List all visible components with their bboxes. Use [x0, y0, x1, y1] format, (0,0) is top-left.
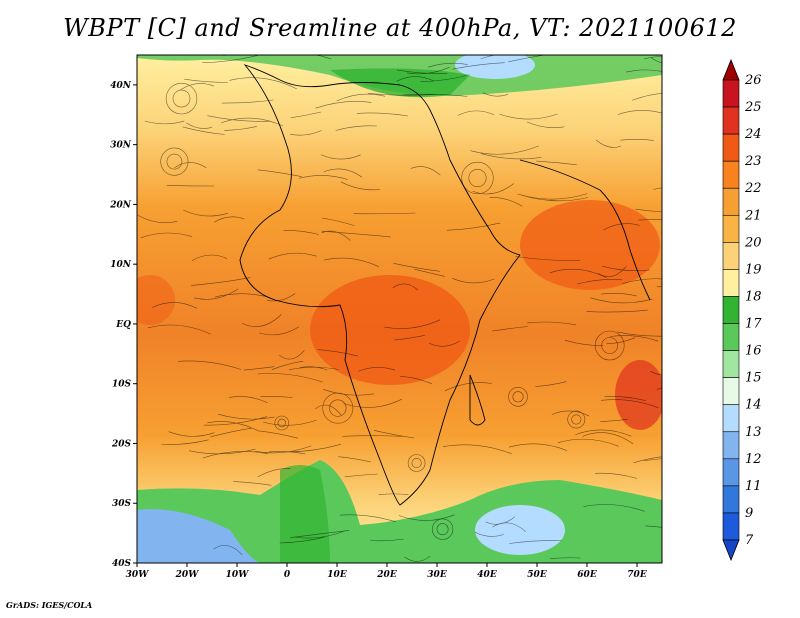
colorbar-label: 24: [744, 127, 762, 142]
lon-tick-label: 70E: [627, 570, 647, 580]
colorbar-segment: [722, 269, 740, 297]
colorbar-segment: [722, 512, 740, 541]
colorbar-segment: [722, 160, 740, 189]
colorbar-label: 18: [745, 289, 762, 304]
lon-tick-label: 10E: [327, 570, 347, 580]
lat-tick-label: 10N: [110, 260, 132, 270]
longitude-axis: 30W 20W 10W 0 10E 20E 30E 40E 50E 60E 70E: [126, 563, 647, 580]
colorbar-segment: [722, 79, 740, 108]
colorbar-segment: [722, 404, 740, 433]
colorbar-label: 15: [745, 371, 762, 386]
plot-frame: [136, 54, 663, 564]
colorbar-label: 22: [744, 181, 762, 196]
lat-tick-label: 30N: [110, 141, 132, 151]
colorbar: 26 25 24 23 22 21 20 19 18 17 16 15 14 13 12 11 9 7: [722, 58, 762, 562]
lon-tick-label: 50E: [527, 570, 547, 580]
colorbar-label: 25: [744, 100, 762, 115]
colorbar-segment: [722, 323, 740, 351]
lat-tick-label: 40N: [110, 81, 132, 91]
colorbar-segment: [722, 214, 740, 243]
colorbar-segment: [722, 187, 740, 216]
map-field: [137, 55, 662, 563]
colorbar-label: 17: [745, 317, 762, 332]
colorbar-label: 11: [745, 479, 762, 494]
colorbar-segment: [722, 377, 740, 406]
colorbar-label: 21: [744, 208, 762, 223]
lat-tick-label: 20N: [109, 200, 132, 210]
streamlines: [137, 55, 662, 562]
colorbar-label: 26: [744, 73, 762, 88]
colorbar-label: 7: [745, 533, 754, 548]
lon-tick-label: 40E: [477, 570, 497, 580]
lon-tick-label: 20W: [175, 570, 200, 580]
colorbar-segment: [722, 485, 740, 514]
lat-tick-label: EQ: [115, 320, 131, 330]
lon-tick-label: 30E: [427, 570, 447, 580]
colorbar-label: 12: [745, 452, 762, 467]
colorbar-label: 23: [744, 154, 762, 169]
lat-tick-label: 40S: [112, 559, 132, 569]
colorbar-segment: [722, 242, 740, 270]
colorbar-label: 16: [745, 344, 762, 359]
colorbar-label: 14: [745, 398, 762, 413]
lat-tick-label: 10S: [112, 380, 132, 390]
colorbar-segment: [722, 458, 740, 487]
latitude-axis: 40N 30N 20N 10N EQ 10S 20S 30S 40S: [109, 81, 137, 569]
lon-tick-label: 30W: [126, 570, 150, 580]
credit-text: GrADS: IGES/COLA: [6, 600, 93, 610]
colorbar-segment: [722, 106, 740, 135]
colorbar-label: 9: [745, 506, 753, 521]
colorbar-label: 13: [745, 425, 762, 440]
lon-tick-label: 60E: [577, 570, 597, 580]
colorbar-segment: [722, 133, 740, 162]
lon-tick-label: 0: [284, 570, 291, 580]
colorbar-bottom-arrow: [722, 539, 740, 562]
colorbar-segment: [722, 350, 740, 378]
colorbar-top-arrow: [722, 58, 740, 81]
coastlines: [239, 64, 651, 506]
lon-tick-label: 20E: [376, 570, 397, 580]
chart-title: WBPT [C] and Sreamline at 400hPa, VT: 20…: [63, 14, 737, 42]
colorbar-segment: [722, 431, 740, 460]
colorbar-label: 19: [745, 262, 762, 277]
lat-tick-label: 30S: [112, 499, 132, 509]
colorbar-segment: [722, 296, 740, 324]
lat-tick-label: 20S: [111, 439, 132, 449]
lon-tick-label: 10W: [226, 570, 250, 580]
colorbar-label: 20: [744, 235, 762, 250]
